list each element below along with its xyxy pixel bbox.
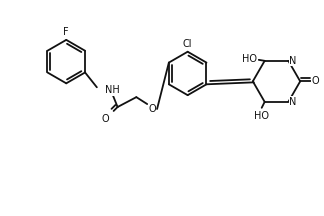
Text: Cl: Cl — [183, 39, 192, 49]
Text: NH: NH — [105, 85, 120, 95]
Text: N: N — [289, 97, 297, 107]
Text: O: O — [102, 114, 110, 124]
Text: HO: HO — [254, 111, 269, 121]
Text: HO: HO — [242, 54, 257, 64]
Text: O: O — [148, 104, 156, 114]
Text: F: F — [64, 27, 69, 37]
Text: N: N — [289, 56, 297, 66]
Text: O: O — [311, 76, 319, 86]
